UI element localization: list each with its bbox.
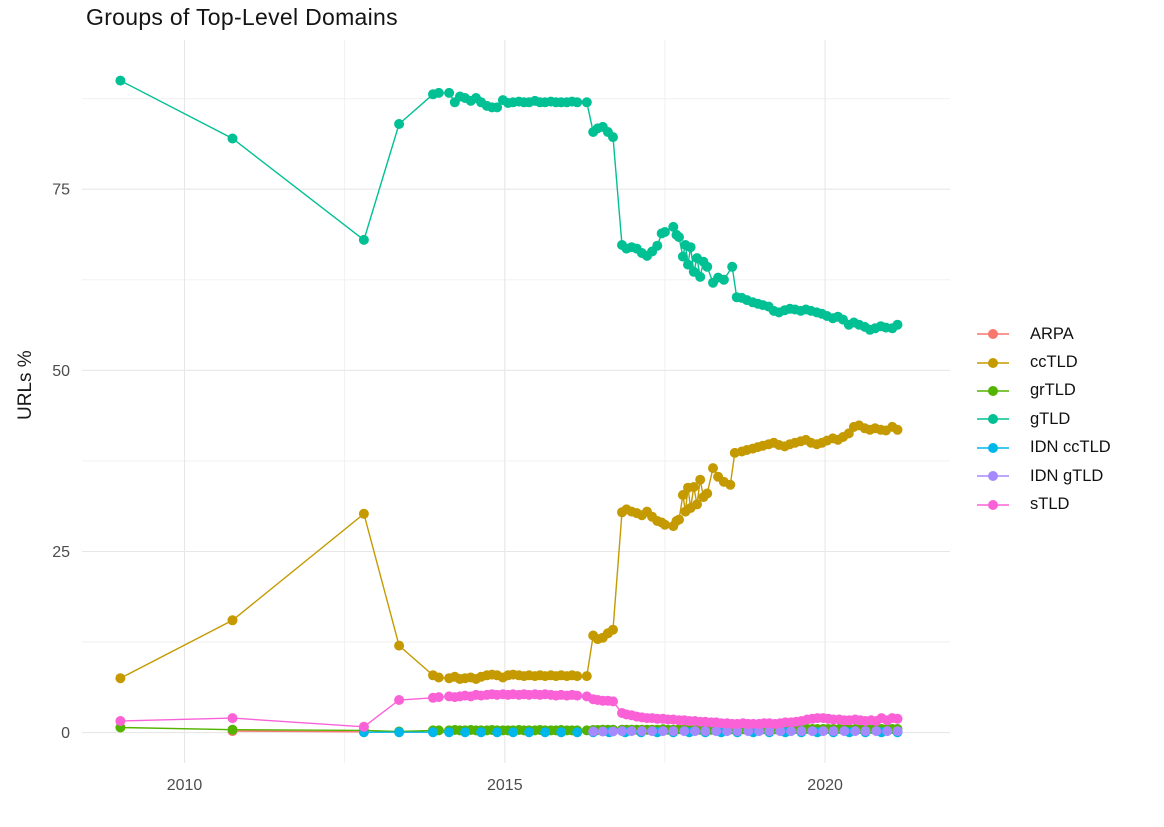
legend-label: ccTLD [1030, 353, 1078, 372]
svg-text:0: 0 [61, 725, 70, 742]
legend-key-icon [977, 442, 1009, 453]
legend-label: ARPA [1030, 324, 1074, 343]
chart-title: Groups of Top-Level Domains [86, 4, 398, 30]
legend-key-icon [977, 357, 1009, 368]
legend-label: gTLD [1030, 409, 1071, 428]
legend-item-cctld: ccTLD [976, 348, 1111, 376]
legend-key-icon [977, 499, 1009, 510]
legend-key-icon [977, 329, 1009, 340]
svg-text:2010: 2010 [167, 777, 203, 794]
legend-item-gtld: gTLD [976, 405, 1111, 433]
legend-key-icon [977, 471, 1009, 482]
legend-label: grTLD [1030, 381, 1076, 400]
legend-item-arpa: ARPA [976, 320, 1111, 348]
legend-item-grtld: grTLD [976, 377, 1111, 405]
svg-text:2020: 2020 [807, 777, 843, 794]
legend-key-icon [977, 385, 1009, 396]
svg-text:25: 25 [52, 544, 70, 561]
legend-item-idn-cctld: IDN ccTLD [976, 434, 1111, 462]
legend-label: sTLD [1030, 495, 1070, 514]
svg-text:75: 75 [52, 182, 70, 199]
legend-label: IDN ccTLD [1030, 438, 1111, 457]
legend-item-stld: sTLD [976, 490, 1111, 518]
svg-text:50: 50 [52, 363, 70, 380]
legend: ARPA ccTLD grTLD gTLD IDN ccTLD IDN gTLD sTLD [976, 320, 1111, 519]
legend-label: IDN gTLD [1030, 466, 1104, 485]
svg-text:2015: 2015 [487, 777, 523, 794]
legend-item-idn-gtld: IDN gTLD [976, 462, 1111, 490]
legend-key-icon [977, 414, 1009, 425]
